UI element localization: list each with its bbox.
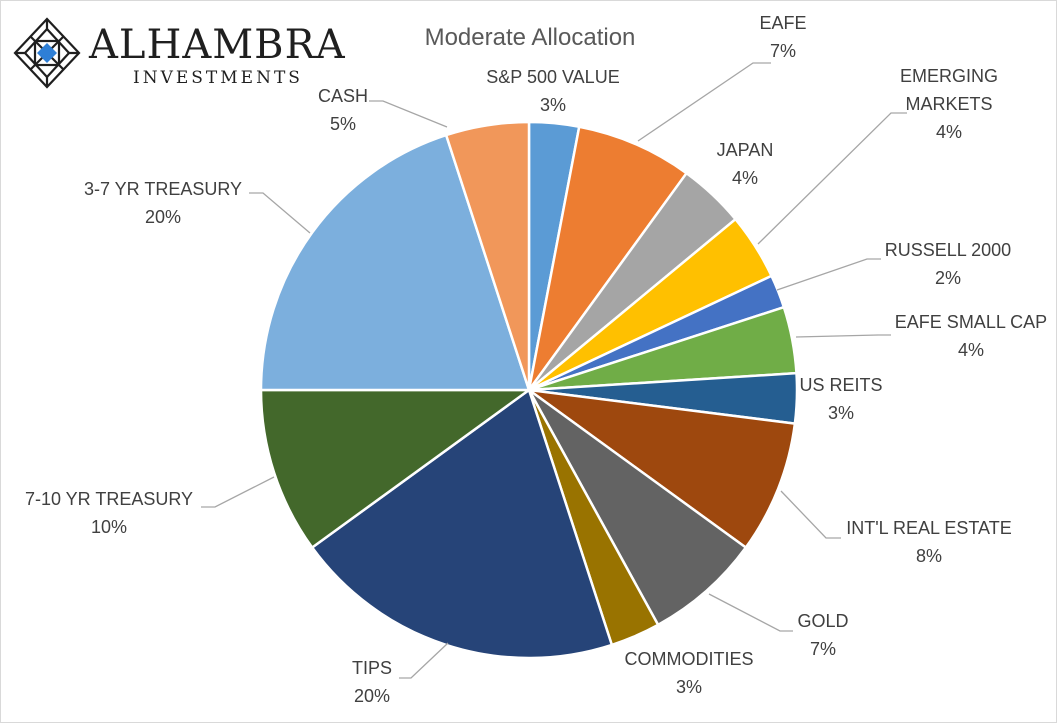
- slice-label: EAFE 7%: [759, 13, 806, 61]
- slice-label-value: 2%: [935, 268, 961, 288]
- slice-label-category: EMERGING: [900, 66, 998, 86]
- slice-label: EAFE SMALL CAP 4%: [895, 312, 1047, 360]
- leader-line: [780, 490, 841, 539]
- slice-label-category: S&P 500 VALUE: [486, 67, 619, 87]
- leader-lines: [201, 62, 907, 679]
- pie-slice-eafe: [527, 125, 688, 392]
- slice-label-value: 20%: [145, 207, 181, 227]
- pie-slice-3-7-yr-treasury: [259, 133, 531, 392]
- leader-line: [757, 112, 907, 245]
- slice-label-value: 3%: [828, 403, 854, 423]
- slice-label: US REITS 3%: [799, 375, 882, 423]
- leader-line: [708, 593, 793, 632]
- leader-line: [369, 100, 448, 128]
- leader-line: [201, 476, 275, 508]
- slice-label-category: INT'L REAL ESTATE: [846, 518, 1011, 538]
- slice-label: INT'L REAL ESTATE 8%: [846, 518, 1011, 566]
- slice-label: 7-10 YR TREASURY 10%: [25, 489, 193, 537]
- slice-label-category: CASH: [318, 86, 368, 106]
- pie-slices: [259, 120, 799, 660]
- alhambra-logo: ALHAMBRA INVESTMENTS: [13, 17, 345, 89]
- slice-label-category: 7-10 YR TREASURY: [25, 489, 193, 509]
- slice-label-value: 4%: [936, 122, 962, 142]
- logo-subtitle: INVESTMENTS: [133, 68, 303, 88]
- slice-label: RUSSELL 2000 2%: [885, 240, 1011, 288]
- slice-label-value: 7%: [810, 639, 836, 659]
- slice-label-category: TIPS: [352, 658, 392, 678]
- chart-title: Moderate Allocation: [425, 24, 636, 51]
- logo-name: ALHAMBRA: [89, 22, 346, 68]
- slice-label-category: EAFE: [759, 13, 806, 33]
- slice-label-value: 3%: [676, 677, 702, 697]
- slice-label-category: MARKETS: [905, 94, 992, 114]
- slice-label-value: 5%: [330, 114, 356, 134]
- leader-line: [249, 192, 311, 234]
- slice-label: S&P 500 VALUE 3%: [486, 67, 619, 115]
- slice-label: TIPS 20%: [352, 658, 392, 706]
- slice-label-value: 3%: [540, 95, 566, 115]
- slice-label-value: 20%: [354, 686, 390, 706]
- alhambra-emblem-icon: [13, 17, 81, 89]
- slice-label-category: US REITS: [799, 375, 882, 395]
- pie-slice-7-10-yr-treasury: [259, 388, 531, 549]
- pie-slice-cash: [444, 120, 531, 392]
- slice-label: JAPAN 4%: [717, 140, 774, 188]
- slice-label-value: 10%: [91, 517, 127, 537]
- pie-slice-int-l-real-estate: [527, 388, 797, 549]
- slice-label-category: JAPAN: [717, 140, 774, 160]
- slice-label: GOLD 7%: [797, 611, 848, 659]
- slice-label: COMMODITIES 3%: [625, 649, 754, 697]
- slice-label-category: 3-7 YR TREASURY: [84, 179, 242, 199]
- leader-line: [399, 642, 449, 679]
- slice-label: CASH 5%: [318, 86, 368, 134]
- leader-line: [637, 62, 771, 142]
- slice-label-category: COMMODITIES: [625, 649, 754, 669]
- slice-labels: S&P 500 VALUE 3% EAFE 7% JAPAN 4% EMERGING MARK…: [25, 13, 1047, 706]
- leader-line: [795, 334, 891, 338]
- slice-label-category: GOLD: [797, 611, 848, 631]
- slice-label-category: RUSSELL 2000: [885, 240, 1011, 260]
- slice-label: EMERGING MARKETS 4%: [900, 66, 998, 142]
- leader-line: [776, 258, 881, 291]
- slice-label-value: 4%: [958, 340, 984, 360]
- slice-label-value: 8%: [916, 546, 942, 566]
- slice-label: 3-7 YR TREASURY 20%: [84, 179, 242, 227]
- slice-label-value: 4%: [732, 168, 758, 188]
- slice-label-category: EAFE SMALL CAP: [895, 312, 1047, 332]
- slice-label-value: 7%: [770, 41, 796, 61]
- pie-slice-gold: [527, 388, 748, 627]
